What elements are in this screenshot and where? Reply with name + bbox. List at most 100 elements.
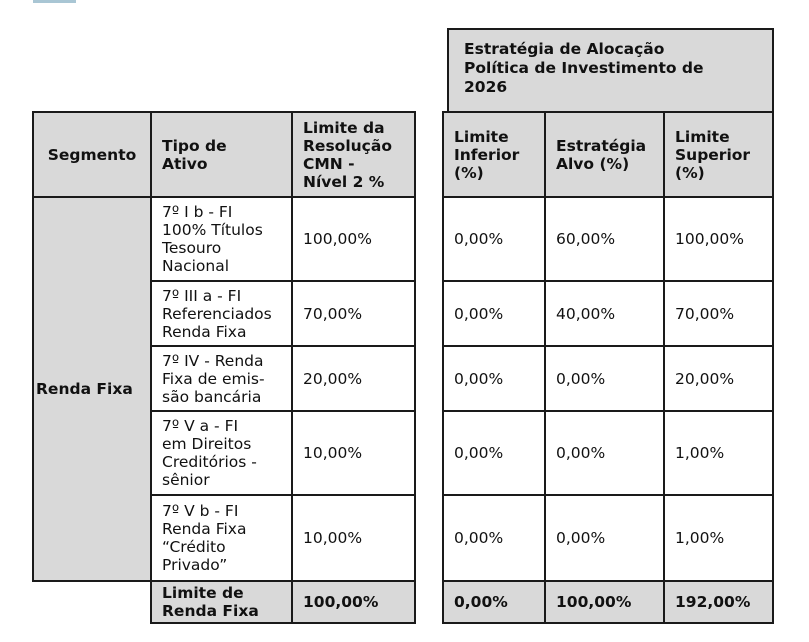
- superior-value: 20,00%: [675, 369, 735, 388]
- tipo-line: Creditórios -: [162, 453, 257, 471]
- table-row-tipo: 7º V b - FI Renda Fixa “Crédito Privado”: [150, 494, 293, 582]
- table-row-limite: 100,00%: [291, 196, 416, 282]
- tipo-line: 7º IV - Renda: [162, 351, 264, 370]
- total-inferior: 0,00%: [442, 580, 546, 624]
- table-row-tipo: 7º IV - Renda Fixa de emis-são bancária: [150, 345, 293, 412]
- tipo-line: em Direitos: [162, 435, 252, 453]
- cell-inferior: 0,00%: [442, 494, 546, 582]
- total-value: 100,00%: [303, 593, 379, 611]
- cell-alvo: 60,00%: [544, 196, 665, 282]
- table-row-tipo: 7º III a - FI Referenciados Renda Fixa: [150, 280, 293, 347]
- cell-inferior: 0,00%: [442, 280, 546, 347]
- table-row-tipo: 7º V a - FI em Direitos Creditórios - sênio…: [150, 410, 293, 496]
- header-label: Alvo (%): [556, 154, 630, 173]
- cell-inferior: 0,00%: [442, 345, 546, 412]
- limite-value: 10,00%: [303, 444, 363, 462]
- strategy-title: Estratégia de Alocação Política de Invest…: [447, 28, 774, 113]
- total-label-line: Limite de: [162, 584, 244, 602]
- inferior-value: 0,00%: [454, 230, 504, 248]
- inferior-value: 0,00%: [454, 304, 504, 323]
- tipo-line: “Crédito: [162, 538, 226, 556]
- header-label: Segmento: [47, 145, 137, 164]
- tipo-line: Renda Fixa: [162, 520, 247, 538]
- limite-value: 70,00%: [303, 304, 363, 323]
- tipo-line: Privado”: [162, 556, 228, 574]
- header-label: Tipo de: [162, 136, 227, 155]
- alvo-value: 40,00%: [556, 304, 616, 323]
- tipo-line: sênior: [162, 471, 210, 489]
- limite-value: 10,00%: [303, 529, 363, 547]
- header-limite-superior: Limite Superior (%): [663, 111, 774, 198]
- cell-alvo: 0,00%: [544, 410, 665, 496]
- tipo-line: 7º III a - FI: [162, 286, 242, 305]
- limite-value: 20,00%: [303, 369, 363, 388]
- header-label: Nível 2 %: [303, 172, 385, 191]
- superior-value: 70,00%: [675, 304, 735, 323]
- title-line: Política de Investimento de: [464, 59, 704, 77]
- total-value: 100,00%: [556, 593, 632, 611]
- segment-label: Renda Fixa: [36, 380, 133, 398]
- tipo-line: Nacional: [162, 257, 230, 275]
- cell-inferior: 0,00%: [442, 410, 546, 496]
- title-line: Estratégia de Alocação: [464, 40, 665, 58]
- segment-renda-fixa: Renda Fixa: [32, 196, 152, 582]
- header-label: (%): [454, 163, 484, 182]
- header-label: Limite da: [303, 118, 385, 137]
- header-estrategia-alvo: Estratégia Alvo (%): [544, 111, 665, 198]
- header-tipo-ativo: Tipo de Ativo: [150, 111, 293, 198]
- header-label: Limite: [675, 127, 730, 146]
- top-left-highlight-fragment: [33, 0, 76, 3]
- inferior-value: 0,00%: [454, 369, 504, 388]
- total-label: Limite de Renda Fixa: [150, 580, 293, 624]
- tipo-line: 7º V b - FI: [162, 502, 239, 520]
- superior-value: 1,00%: [675, 444, 725, 462]
- total-value: 0,00%: [454, 593, 508, 611]
- table-row-tipo: 7º I b - FI 100% Títulos Tesouro Nacional: [150, 196, 293, 282]
- total-alvo: 100,00%: [544, 580, 665, 624]
- tipo-line: Renda Fixa: [162, 322, 247, 341]
- cell-inferior: 0,00%: [442, 196, 546, 282]
- header-label: Superior: [675, 145, 751, 164]
- total-label-line: Renda Fixa: [162, 602, 259, 620]
- title-line: 2026: [464, 78, 508, 96]
- cell-superior: 1,00%: [663, 494, 774, 582]
- header-label: CMN -: [303, 154, 355, 173]
- superior-value: 1,00%: [675, 529, 725, 547]
- inferior-value: 0,00%: [454, 444, 504, 462]
- table-row-limite: 10,00%: [291, 410, 416, 496]
- total-value: 192,00%: [675, 593, 751, 611]
- cell-alvo: 0,00%: [544, 345, 665, 412]
- header-label: Resolução: [303, 136, 392, 155]
- total-superior: 192,00%: [663, 580, 774, 624]
- cell-superior: 1,00%: [663, 410, 774, 496]
- tipo-line: Tesouro: [162, 239, 222, 257]
- table-row-limite: 20,00%: [291, 345, 416, 412]
- tipo-line: Referenciados: [162, 304, 272, 323]
- tipo-line: 7º V a - FI: [162, 417, 239, 435]
- cell-superior: 70,00%: [663, 280, 774, 347]
- tipo-line: 100% Títulos: [162, 221, 263, 239]
- alvo-value: 0,00%: [556, 369, 606, 388]
- inferior-value: 0,00%: [454, 529, 504, 547]
- header-label: Ativo: [162, 154, 208, 173]
- cell-alvo: 40,00%: [544, 280, 665, 347]
- tipo-line: 7º I b - FI: [162, 203, 233, 221]
- tipo-line: são bancária: [162, 387, 262, 406]
- cell-superior: 20,00%: [663, 345, 774, 412]
- header-label: (%): [675, 163, 705, 182]
- header-segmento: Segmento: [32, 111, 152, 198]
- alvo-value: 0,00%: [556, 529, 606, 547]
- table-row-limite: 70,00%: [291, 280, 416, 347]
- table-row-limite: 10,00%: [291, 494, 416, 582]
- header-limite-inferior: Limite Inferior (%): [442, 111, 546, 198]
- cell-alvo: 0,00%: [544, 494, 665, 582]
- header-limite-cmn: Limite da Resolução CMN - Nível 2 %: [291, 111, 416, 198]
- header-label: Limite: [454, 127, 509, 146]
- tipo-line: Fixa de emis-: [162, 369, 265, 388]
- header-label: Estratégia: [556, 136, 647, 155]
- header-label: Inferior: [454, 145, 520, 164]
- limite-value: 100,00%: [303, 230, 372, 248]
- cell-superior: 100,00%: [663, 196, 774, 282]
- alvo-value: 0,00%: [556, 444, 606, 462]
- total-limite: 100,00%: [291, 580, 416, 624]
